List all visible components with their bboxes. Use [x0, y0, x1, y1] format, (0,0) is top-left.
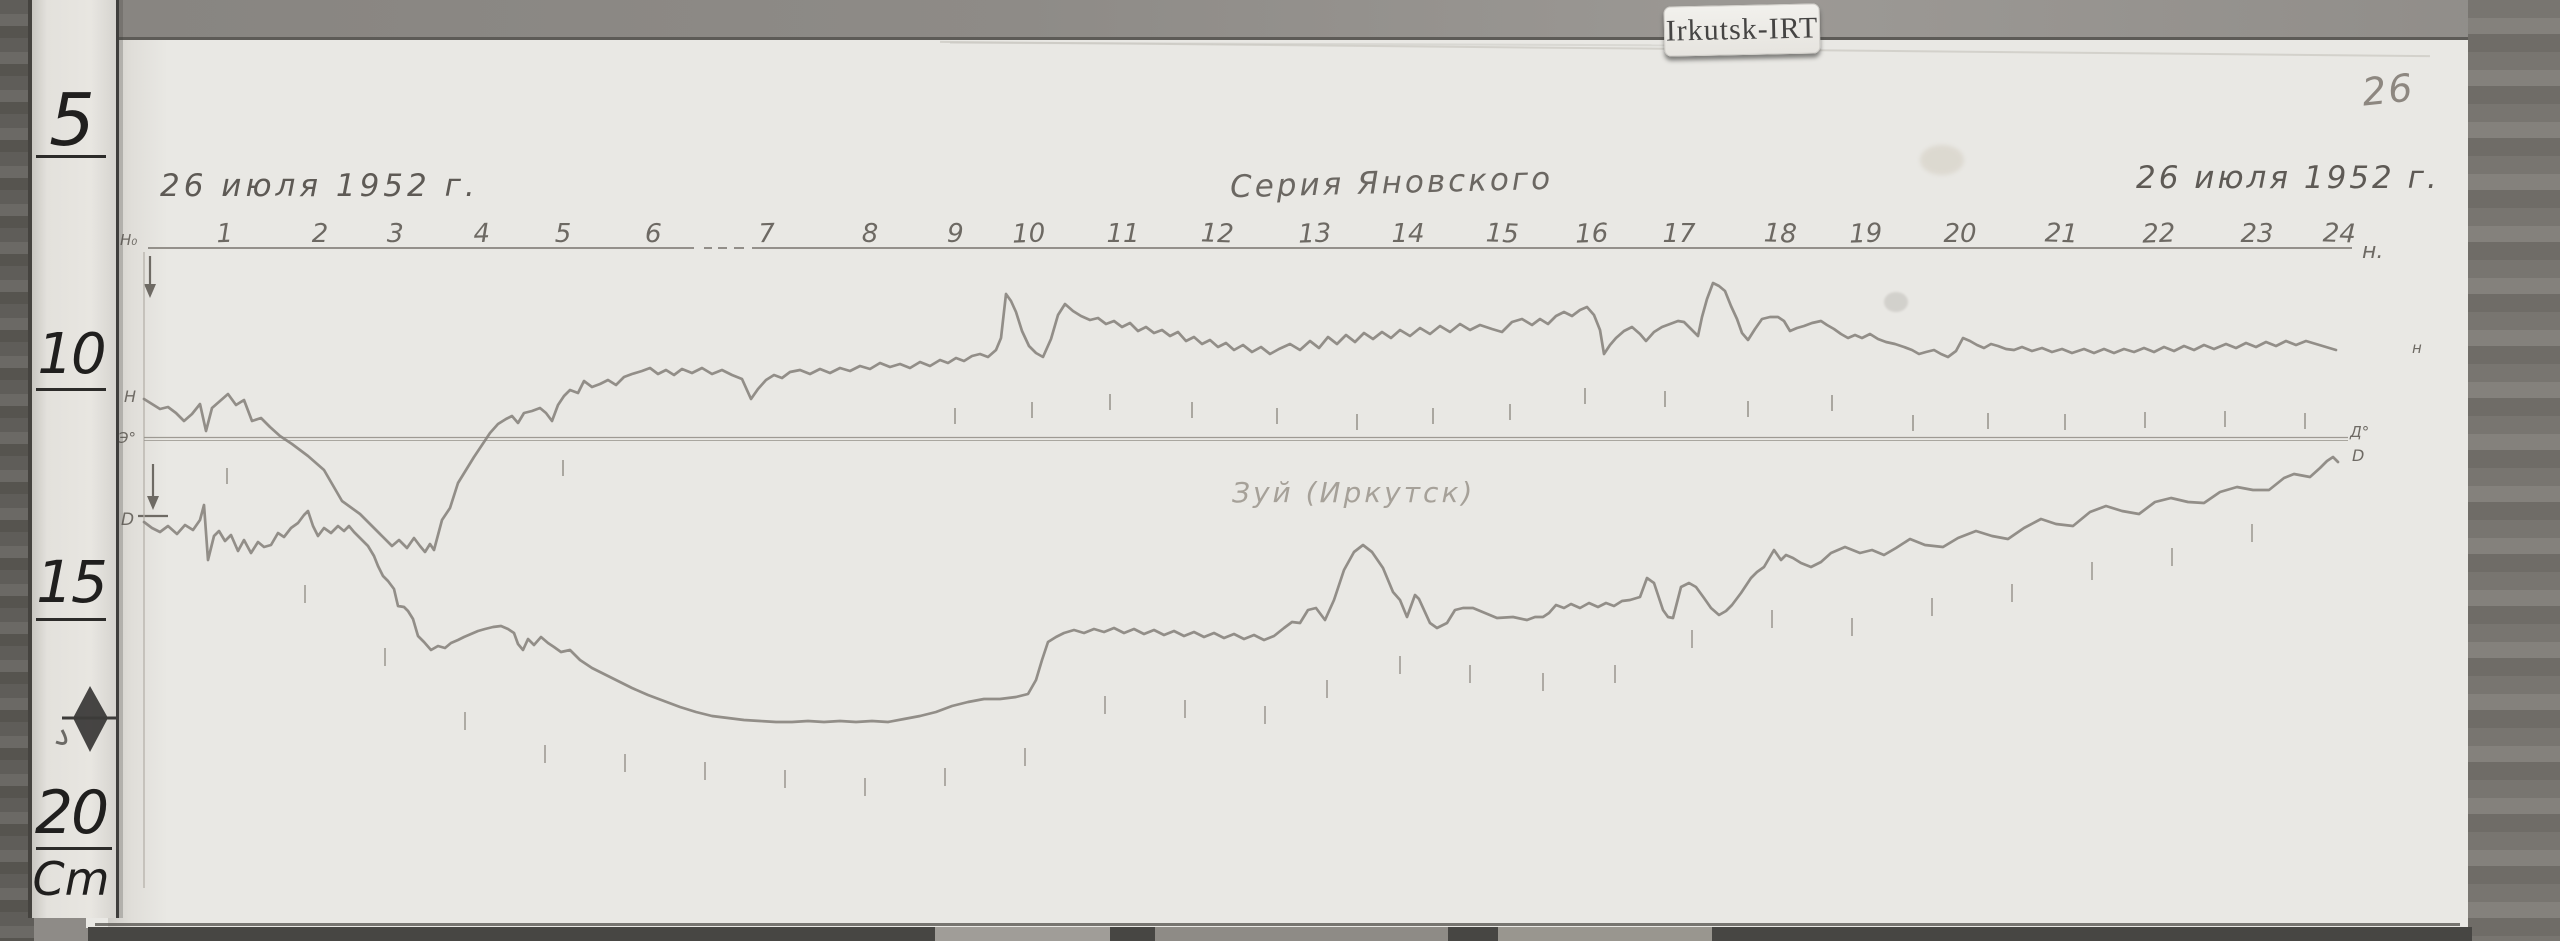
trace-h — [142, 281, 2338, 554]
chart-paper-sheet — [86, 36, 2470, 928]
hour-label: 19 — [1849, 218, 1883, 249]
hour-label: 3 — [386, 219, 404, 250]
table-edge-segment — [935, 927, 1110, 941]
table-wood-right — [2468, 0, 2560, 941]
date-left: 26 июля 1952 г. — [160, 168, 479, 204]
hour-label: 5 — [555, 219, 572, 249]
cm-ruler: 5 10 15 20 Cm — [28, 0, 119, 918]
ruler-mark-10: 10 — [37, 322, 106, 387]
paper-stain — [1920, 145, 1964, 175]
hour-label: 2 — [312, 219, 329, 249]
table-wood-top — [0, 0, 2560, 40]
hour-label: 9 — [946, 219, 964, 250]
date-right: 26 июля 1952 г. — [2136, 160, 2440, 196]
archive-tag: Irkutsk-IRT — [1663, 3, 1821, 57]
axis-unit-label: н. — [2362, 239, 2383, 264]
paper-bottom-edge — [95, 923, 2460, 926]
baseline-right-label: Д° — [2350, 423, 2370, 441]
axis-start-label: Н₀ — [120, 231, 138, 249]
hour-label: 12 — [1200, 218, 1234, 249]
ruler-mark-5: 5 — [49, 78, 95, 162]
hour-label: 6 — [644, 219, 662, 250]
hour-label: 13 — [1298, 218, 1332, 249]
ruler-tick-line — [36, 618, 106, 621]
table-edge-segment — [1155, 927, 1448, 941]
ruler-unit-cm: Cm — [32, 852, 110, 906]
hour-label: 1 — [216, 219, 234, 250]
hour-label: 4 — [473, 219, 491, 250]
hour-label: 15 — [1485, 218, 1519, 249]
trace-d-right-label: D — [2352, 446, 2365, 465]
page-number: 26 — [2359, 65, 2417, 115]
hour-label: 17 — [1662, 219, 1696, 249]
hour-label: 14 — [1391, 219, 1424, 249]
hour-label: 16 — [1575, 218, 1609, 249]
ruler-mark-15: 15 — [36, 548, 108, 616]
archive-tag-label: Irkutsk-IRT — [1665, 11, 1819, 48]
hour-label: 10 — [1012, 218, 1046, 249]
hour-label: 18 — [1763, 218, 1797, 249]
hour-label: 20 — [1943, 219, 1976, 249]
down-arrow-icon — [138, 464, 168, 518]
station-label: Зуй (Иркутск) — [1232, 476, 1476, 509]
trace-d-left-label: D — [121, 510, 135, 530]
hour-label: 11 — [1106, 219, 1139, 249]
table-edge-strip — [88, 927, 2472, 941]
trace-h-left-label: Н — [124, 387, 137, 406]
hour-label: 24 — [2322, 218, 2356, 249]
ruler-diamond-icon — [55, 686, 116, 752]
trace-h-right-label: н — [2412, 339, 2422, 357]
paper-stain — [1884, 292, 1908, 312]
table-edge-segment — [1498, 927, 1712, 941]
hour-label: 7 — [758, 219, 776, 250]
trace-d — [142, 455, 2340, 724]
ruler-tick-line — [36, 155, 106, 158]
hour-label: 23 — [2240, 219, 2273, 249]
hour-label: 22 — [2142, 218, 2176, 249]
baseline-left-label: Э° — [118, 429, 136, 447]
down-arrow-icon — [144, 256, 156, 298]
ruler-mark-20: 20 — [34, 778, 109, 848]
hour-label: 8 — [862, 219, 879, 249]
ruler-tick-line — [36, 388, 106, 391]
ruler-tick-line — [36, 847, 112, 850]
hour-label: 21 — [2044, 218, 2078, 249]
